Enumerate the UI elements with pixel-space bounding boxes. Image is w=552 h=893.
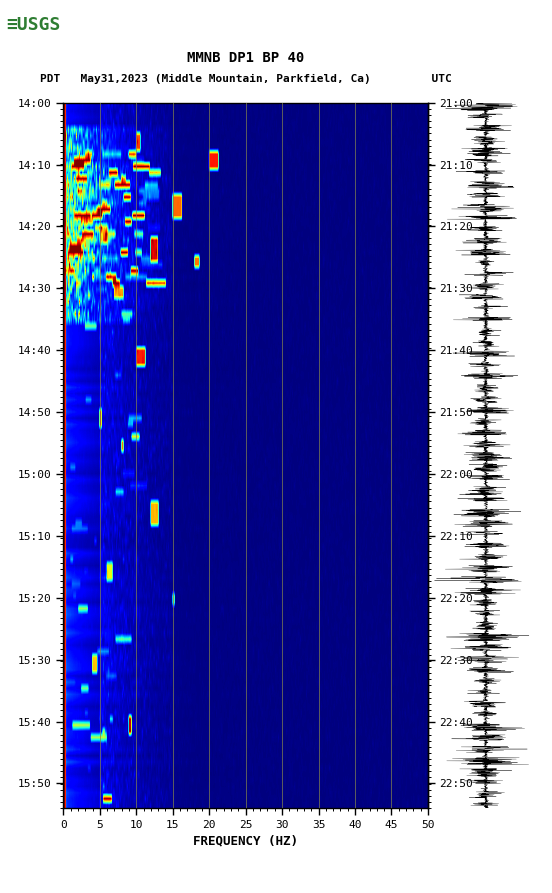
Text: MMNB DP1 BP 40: MMNB DP1 BP 40 (187, 51, 304, 65)
X-axis label: FREQUENCY (HZ): FREQUENCY (HZ) (193, 834, 298, 847)
Text: PDT   May31,2023 (Middle Mountain, Parkfield, Ca)         UTC: PDT May31,2023 (Middle Mountain, Parkfie… (40, 73, 452, 84)
Text: ≡USGS: ≡USGS (7, 16, 61, 34)
